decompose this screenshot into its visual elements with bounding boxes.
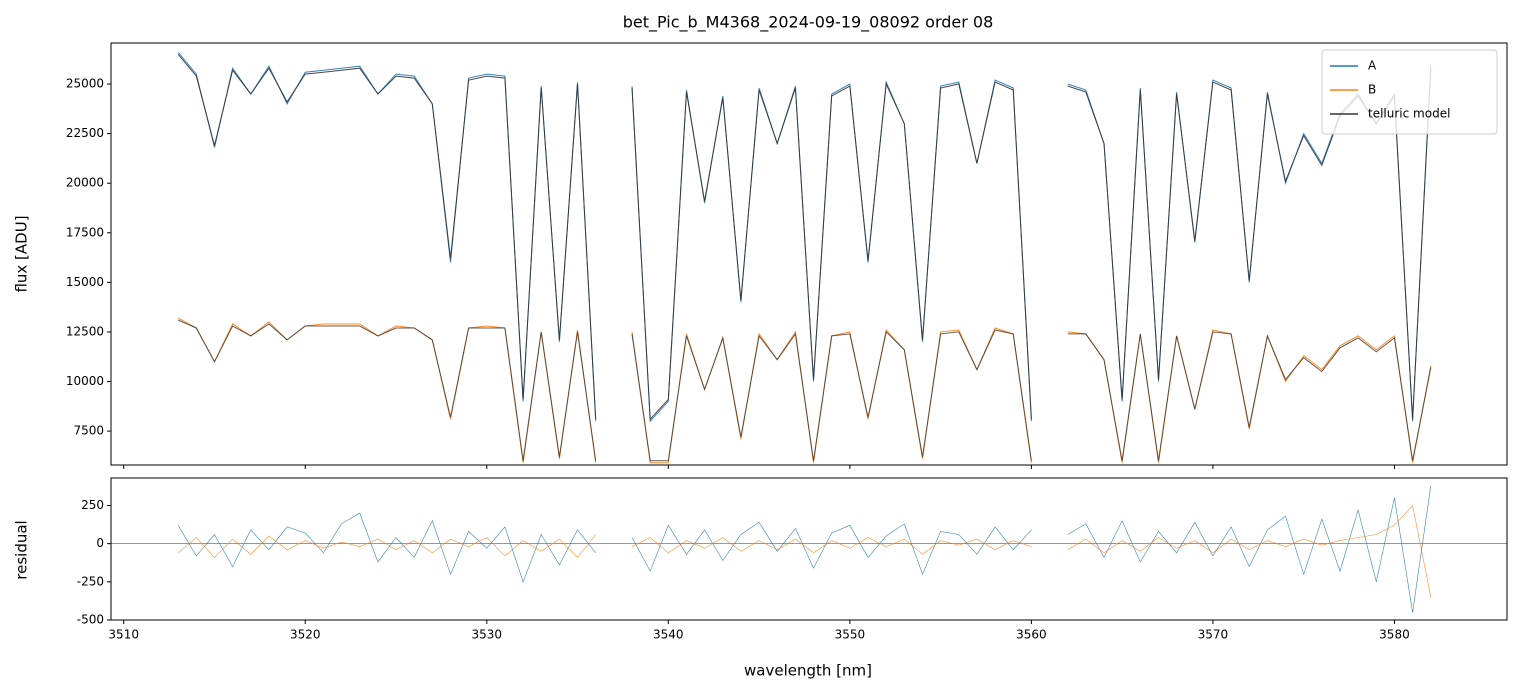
x-tick-label: 3510 xyxy=(108,628,139,642)
y-tick-label: 15000 xyxy=(66,275,104,289)
x-axis-label: wavelength [nm] xyxy=(744,662,872,680)
y-tick-label: 0 xyxy=(96,536,104,550)
y-tick-label: 17500 xyxy=(66,225,104,239)
x-tick-label: 3540 xyxy=(653,628,684,642)
plot-frame xyxy=(110,42,1508,466)
y-tick-label: -250 xyxy=(77,574,104,588)
plot-frame xyxy=(110,477,1508,621)
y-tick-label: 22500 xyxy=(66,126,104,140)
y-tick-label: -500 xyxy=(77,613,104,627)
y-tick-label: 10000 xyxy=(66,374,104,388)
x-tick-label: 3530 xyxy=(472,628,503,642)
chart-title: bet_Pic_b_M4368_2024-09-19_08092 order 0… xyxy=(623,13,994,33)
series-line xyxy=(178,504,1432,598)
y-tick-label: 25000 xyxy=(66,77,104,91)
x-tick-label: 3520 xyxy=(290,628,321,642)
y-tick-label: 7500 xyxy=(73,424,104,438)
series-line xyxy=(177,53,1432,421)
series-line xyxy=(177,317,1432,464)
x-tick-label: 3550 xyxy=(835,628,866,642)
y-tick-label: 250 xyxy=(81,498,104,512)
y-tick-label: 20000 xyxy=(66,176,104,190)
y-tick-label: 12500 xyxy=(66,324,104,338)
x-tick-label: 3560 xyxy=(1016,628,1047,642)
series-line xyxy=(177,485,1432,613)
series-line xyxy=(177,319,1432,462)
x-tick-label: 3570 xyxy=(1198,628,1229,642)
legend-label: B xyxy=(1368,83,1376,97)
y-axis-label: residual xyxy=(13,520,31,579)
y-axis-label: flux [ADU] xyxy=(13,215,31,292)
legend-box xyxy=(1321,49,1498,135)
x-tick-label: 3580 xyxy=(1379,628,1410,642)
legend-label: A xyxy=(1368,59,1377,73)
legend-label: telluric model xyxy=(1368,107,1450,121)
